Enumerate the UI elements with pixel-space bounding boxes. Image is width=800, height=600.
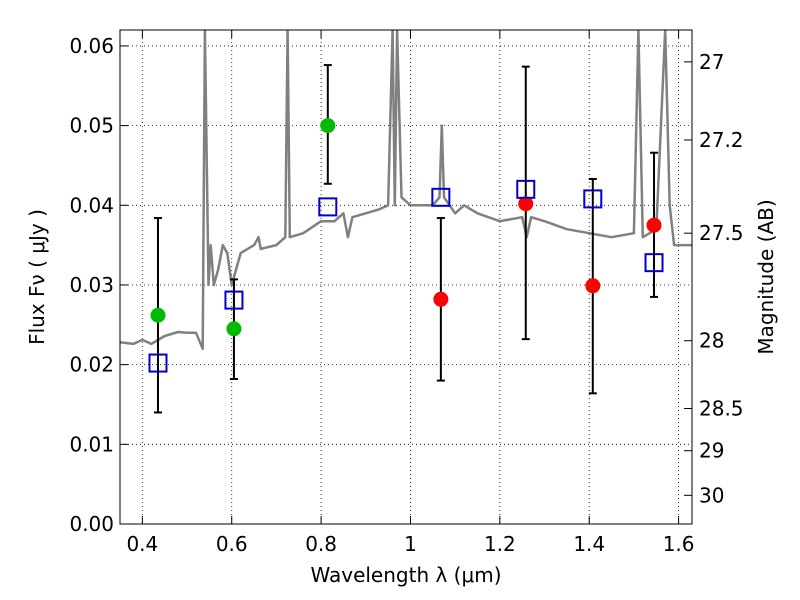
data-markers-layer bbox=[148, 118, 664, 373]
plot-frame bbox=[119, 29, 693, 525]
data-point-circle bbox=[646, 217, 662, 233]
right-tick-label: 28 bbox=[699, 329, 724, 353]
x-tick-label: 1 bbox=[404, 532, 417, 556]
data-point-circle bbox=[518, 196, 534, 212]
right-tick-label: 29 bbox=[699, 439, 724, 463]
y-tick-label: 0.05 bbox=[69, 114, 114, 138]
model-spectrum-layer bbox=[120, 30, 692, 350]
right-tick-label: 28.5 bbox=[699, 396, 744, 420]
data-point-square bbox=[148, 353, 168, 373]
data-point-circle bbox=[320, 118, 336, 134]
right-tick-label: 30 bbox=[699, 483, 724, 507]
y-axis-title: Flux Fν ( μJy ) bbox=[25, 209, 49, 345]
y-tick-label: 0.06 bbox=[69, 34, 114, 58]
y-tick-label: 0.02 bbox=[69, 353, 114, 377]
y-tick-label: 0.01 bbox=[69, 432, 114, 456]
error-bars-layer bbox=[153, 64, 659, 414]
data-point-circle bbox=[433, 291, 449, 307]
right-tick-label: 27 bbox=[699, 50, 724, 74]
data-point-circle bbox=[226, 321, 242, 337]
x-tick-label: 0.6 bbox=[216, 532, 248, 556]
data-point-square bbox=[431, 187, 451, 207]
right-axis-title: Magnitude (AB) bbox=[754, 199, 778, 354]
x-tick-label: 1.6 bbox=[663, 532, 695, 556]
x-axis-title: Wavelength λ (μm) bbox=[310, 563, 501, 587]
model-spectrum-line bbox=[120, 30, 692, 350]
x-tick-label: 0.8 bbox=[305, 532, 337, 556]
y-tick-label: 0.00 bbox=[69, 512, 114, 536]
data-point-circle bbox=[585, 278, 601, 294]
data-point-square bbox=[516, 179, 536, 199]
right-tick-label: 27.5 bbox=[699, 221, 744, 245]
x-tick-label: 0.4 bbox=[126, 532, 158, 556]
x-tick-label: 1.4 bbox=[573, 532, 605, 556]
data-point-circle bbox=[150, 307, 166, 323]
y-tick-label: 0.03 bbox=[69, 273, 114, 297]
data-point-square bbox=[318, 197, 338, 217]
x-tick-label: 1.2 bbox=[484, 532, 516, 556]
data-point-square bbox=[224, 290, 244, 310]
right-tick-label: 27.2 bbox=[699, 128, 744, 152]
axis-ticks-layer: 0.4 0.6 0.8 1 1.2 1.4 1.6 0.00 0.01 0.02 0.03 0.04 0… bbox=[69, 30, 744, 556]
y-tick-label: 0.04 bbox=[69, 193, 114, 217]
data-point-square bbox=[583, 189, 603, 209]
data-point-square bbox=[644, 253, 664, 273]
